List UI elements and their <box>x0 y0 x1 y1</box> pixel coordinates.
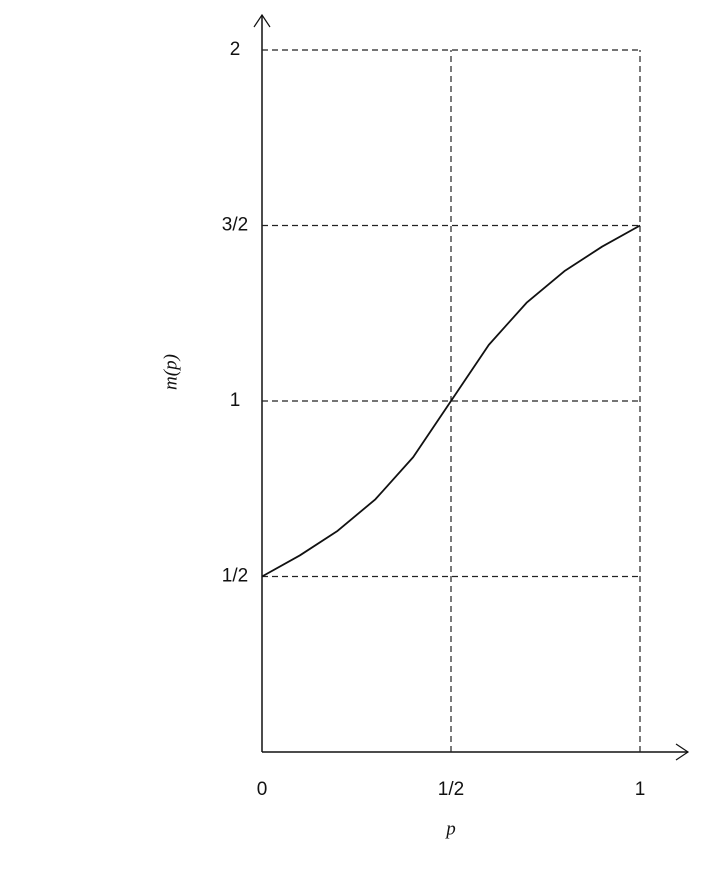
line <box>261 224 641 578</box>
y-tick-label: 3/2 <box>222 215 248 236</box>
x-tick-label: 1 <box>635 779 646 800</box>
x-axis-arrow <box>675 743 690 761</box>
y-tick-label: 2 <box>230 39 241 60</box>
y-axis-label: m(p) <box>160 354 181 390</box>
x-tick-label: 0 <box>257 779 268 800</box>
y-tick-label: 1 <box>230 390 241 411</box>
x-tick-label: 1/2 <box>438 779 464 800</box>
x-axis-label: p <box>444 818 456 839</box>
y-axis-arrow <box>253 13 271 28</box>
y-tick-label: 1/2 <box>222 566 248 587</box>
